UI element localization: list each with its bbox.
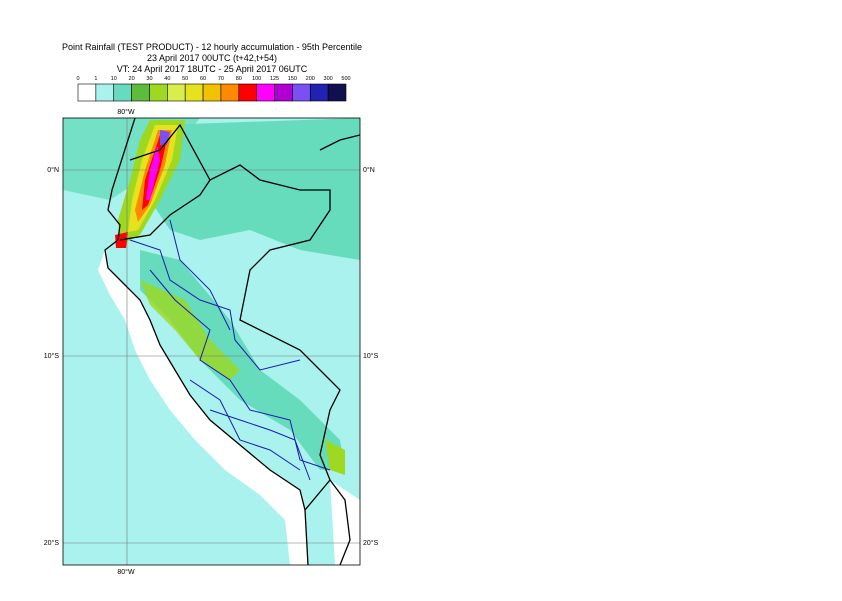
rain-field xyxy=(146,145,160,200)
lat-label-left: 10°S xyxy=(44,352,60,360)
colorbar-swatch xyxy=(167,83,186,102)
lat-label-right: 0°N xyxy=(363,166,375,174)
colorbar-swatch xyxy=(327,83,347,102)
colorbar-swatch xyxy=(131,83,150,102)
colorbar-swatch xyxy=(202,83,222,102)
lon-label-top: 80°W xyxy=(117,108,135,116)
colorbar-label: 125 xyxy=(270,76,279,82)
colorbar-swatch xyxy=(274,83,293,102)
colorbar-swatch xyxy=(77,83,97,102)
colorbar-label: 70 xyxy=(218,76,224,82)
colorbar-swatch xyxy=(184,83,204,102)
colorbar-label: 200 xyxy=(306,76,315,82)
valid-time: VT: 24 April 2017 18UTC - 25 April 2017 … xyxy=(117,64,308,74)
colorbar-label: 60 xyxy=(200,76,206,82)
colorbar-swatch xyxy=(238,83,257,102)
lat-label-right: 20°S xyxy=(363,539,379,547)
subtitle: 23 April 2017 00UTC (t+42,t+54) xyxy=(147,53,277,63)
lat-label-left: 0°N xyxy=(47,166,59,174)
dry-coast xyxy=(98,250,308,565)
rain-field xyxy=(140,250,345,470)
rain-field xyxy=(325,440,345,475)
colorbar-label: 150 xyxy=(288,76,297,82)
colorbar-label: 1 xyxy=(94,76,97,82)
colorbar-label: 100 xyxy=(252,76,261,82)
colorbar-label: 10 xyxy=(111,76,117,82)
colorbar-swatch xyxy=(309,83,329,102)
colorbar-swatch xyxy=(95,83,115,102)
title: Point Rainfall (TEST PRODUCT) - 12 hourl… xyxy=(62,42,362,52)
colorbar-label: 50 xyxy=(182,76,188,82)
colorbar-swatch xyxy=(149,83,168,102)
colorbar-label: 30 xyxy=(146,76,152,82)
colorbar-label: 500 xyxy=(341,76,350,82)
regional-borders xyxy=(129,219,331,481)
colorbar-label: 80 xyxy=(236,76,242,82)
colorbar-swatch xyxy=(220,83,240,102)
lon-label-bottom: 80°W xyxy=(117,568,135,576)
lat-label-left: 20°S xyxy=(44,539,60,547)
colorbar-label: 20 xyxy=(129,76,135,82)
colorbar-swatch xyxy=(292,83,311,102)
graticule xyxy=(63,118,360,565)
colorbar-label: 40 xyxy=(164,76,170,82)
dry-area xyxy=(330,480,360,565)
map-frame xyxy=(62,117,361,566)
coastline-borders xyxy=(104,118,360,565)
rain-field xyxy=(140,280,240,380)
lat-label-right: 10°S xyxy=(363,352,379,360)
rain-field xyxy=(150,118,360,260)
colorbar-label: 0 xyxy=(76,76,79,82)
colorbar: 0 1 10 20 30 40 50 60 70 80 100 125 150 200 300 500 xyxy=(76,76,351,102)
colorbar-swatch xyxy=(113,83,132,102)
colorbar-swatch xyxy=(256,83,275,102)
map-area xyxy=(63,118,360,565)
colorbar-label: 300 xyxy=(324,76,333,82)
